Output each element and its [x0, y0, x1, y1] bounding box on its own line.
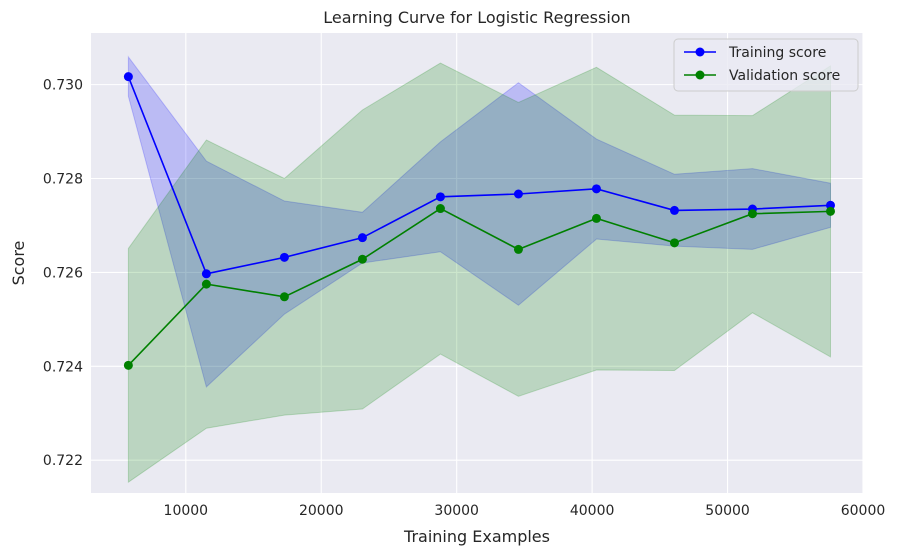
legend-marker-validation — [695, 70, 705, 80]
point-series-1 — [669, 238, 679, 248]
y-tick-label: 0.722 — [43, 453, 83, 469]
legend-marker-training — [695, 47, 705, 57]
x-tick-label: 40000 — [570, 503, 615, 519]
point-series-0 — [435, 192, 445, 202]
series-points — [123, 72, 835, 370]
legend: Training score Validation score — [673, 38, 859, 92]
x-axis-label: Training Examples — [403, 527, 550, 546]
point-series-0 — [669, 205, 679, 215]
point-series-0 — [279, 252, 289, 262]
line-series-0 — [127, 76, 831, 275]
point-series-1 — [435, 204, 445, 214]
legend-box — [673, 38, 859, 92]
point-series-1 — [123, 360, 133, 370]
point-series-1 — [513, 244, 523, 254]
point-series-0 — [357, 233, 367, 243]
x-axis-ticks: 10000 20000 30000 40000 50000 60000 — [164, 503, 886, 519]
chart-title: Learning Curve for Logistic Regression — [323, 8, 630, 27]
confidence-bands — [127, 55, 831, 484]
band-series-0 — [127, 55, 831, 388]
point-series-0 — [513, 189, 523, 199]
point-series-0 — [201, 269, 211, 279]
point-series-1 — [825, 206, 835, 216]
point-series-0 — [123, 72, 133, 82]
y-tick-label: 0.728 — [43, 172, 83, 188]
point-series-1 — [591, 213, 601, 223]
line-series-1 — [127, 207, 831, 366]
x-tick-label: 60000 — [841, 503, 886, 519]
legend-label-training: Training score — [728, 45, 826, 61]
y-tick-label: 0.726 — [43, 265, 83, 281]
point-series-1 — [201, 279, 211, 289]
x-tick-label: 30000 — [434, 503, 479, 519]
plot-background — [91, 33, 863, 493]
point-series-1 — [279, 292, 289, 302]
x-tick-label: 10000 — [164, 503, 209, 519]
point-series-1 — [357, 254, 367, 264]
point-series-1 — [747, 209, 757, 219]
band-series-1 — [127, 62, 831, 484]
y-axis-ticks: 0.722 0.724 0.726 0.728 0.730 — [43, 78, 83, 470]
series-lines — [127, 76, 831, 366]
legend-label-validation: Validation score — [729, 68, 840, 84]
y-axis-label: Score — [9, 241, 28, 286]
point-series-0 — [591, 184, 601, 194]
x-tick-label: 50000 — [705, 503, 750, 519]
y-tick-label: 0.730 — [43, 78, 83, 94]
x-tick-label: 20000 — [299, 503, 344, 519]
y-tick-label: 0.724 — [43, 359, 83, 375]
